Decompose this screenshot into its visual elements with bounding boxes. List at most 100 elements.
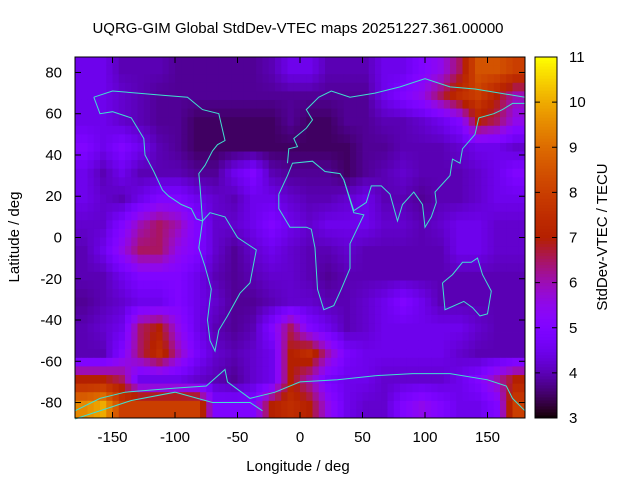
heatmap-cell xyxy=(187,91,195,101)
heatmap-cell xyxy=(325,91,332,101)
colorbar-segment xyxy=(535,375,557,380)
heatmap-cell xyxy=(118,91,126,101)
heatmap-cell xyxy=(318,289,326,299)
y-tick-label: 80 xyxy=(45,64,62,81)
heatmap-cell xyxy=(425,99,432,109)
heatmap-cell xyxy=(250,323,257,333)
heatmap-cell xyxy=(87,289,95,299)
heatmap-cell xyxy=(393,134,401,144)
y-tick-label: 40 xyxy=(45,147,62,164)
heatmap-cell xyxy=(456,409,463,419)
heatmap-cell xyxy=(300,168,307,178)
heatmap-cell xyxy=(293,151,301,161)
heatmap-cell xyxy=(275,74,282,84)
heatmap-cell xyxy=(175,340,182,350)
heatmap-cell xyxy=(162,134,170,144)
heatmap-cell xyxy=(162,366,170,376)
heatmap-cell xyxy=(93,314,101,324)
heatmap-cell xyxy=(181,74,188,84)
heatmap-cell xyxy=(143,211,151,221)
heatmap-cell xyxy=(462,99,470,109)
heatmap-cell xyxy=(518,349,526,359)
heatmap-cell xyxy=(475,160,482,170)
heatmap-cell xyxy=(431,125,438,135)
heatmap-cell xyxy=(500,314,507,324)
heatmap-cell xyxy=(156,357,163,367)
heatmap-cell xyxy=(368,194,376,204)
heatmap-cell xyxy=(468,185,476,195)
heatmap-cell xyxy=(318,357,326,367)
heatmap-cell xyxy=(243,254,251,264)
heatmap-cell xyxy=(475,177,482,187)
heatmap-cell xyxy=(256,271,263,281)
heatmap-cell xyxy=(343,142,351,152)
heatmap-cell xyxy=(168,409,176,419)
heatmap-cell xyxy=(268,375,276,385)
heatmap-cell xyxy=(431,194,438,204)
heatmap-cell xyxy=(368,323,376,333)
heatmap-cell xyxy=(125,392,132,402)
colorbar-segment xyxy=(535,120,557,124)
heatmap-cell xyxy=(306,168,313,178)
heatmap-cell xyxy=(225,246,232,256)
heatmap-cell xyxy=(268,194,276,204)
heatmap-cell xyxy=(306,332,313,342)
heatmap-cell xyxy=(350,254,357,264)
heatmap-cell xyxy=(206,375,213,385)
heatmap-cell xyxy=(75,392,82,402)
heatmap-cell xyxy=(218,228,226,238)
heatmap-cell xyxy=(87,211,95,221)
heatmap-cell xyxy=(275,168,282,178)
heatmap-cell xyxy=(100,125,107,135)
heatmap-cell xyxy=(431,91,438,101)
heatmap-cell xyxy=(150,246,157,256)
heatmap-cell xyxy=(368,349,376,359)
heatmap-cell xyxy=(250,168,257,178)
heatmap-cell xyxy=(300,228,307,238)
heatmap-cell xyxy=(206,142,213,152)
heatmap-cell xyxy=(231,383,238,393)
heatmap-cell xyxy=(118,185,126,195)
heatmap-cell xyxy=(106,306,113,316)
heatmap-cell xyxy=(443,332,451,342)
heatmap-cell xyxy=(518,211,526,221)
heatmap-cell xyxy=(75,220,82,230)
heatmap-cell xyxy=(375,306,382,316)
heatmap-cell xyxy=(331,392,338,402)
heatmap-cell xyxy=(331,289,338,299)
heatmap-cell xyxy=(343,289,351,299)
colorbar-segment xyxy=(535,324,557,329)
heatmap-cell xyxy=(231,280,238,290)
heatmap-cell xyxy=(106,357,113,367)
heatmap-cell xyxy=(418,194,426,204)
heatmap-cell xyxy=(387,108,395,118)
heatmap-cell xyxy=(268,228,276,238)
heatmap-cell xyxy=(193,82,201,92)
heatmap-cell xyxy=(312,297,320,307)
heatmap-cell xyxy=(437,289,445,299)
heatmap-cell xyxy=(156,400,163,410)
heatmap-cell xyxy=(331,57,338,66)
heatmap-cell xyxy=(325,237,332,247)
heatmap-cell xyxy=(81,185,88,195)
heatmap-cell xyxy=(418,409,426,419)
heatmap-cell xyxy=(425,246,432,256)
heatmap-cell xyxy=(400,289,407,299)
heatmap-cell xyxy=(87,254,95,264)
heatmap-cell xyxy=(425,228,432,238)
colorbar-tick-label: 4 xyxy=(569,365,577,382)
heatmap-cell xyxy=(87,340,95,350)
heatmap-cell xyxy=(250,349,257,359)
heatmap-cell xyxy=(387,211,395,221)
heatmap-cell xyxy=(156,366,163,376)
heatmap-cell xyxy=(262,400,270,410)
heatmap-cell xyxy=(337,168,345,178)
heatmap-cell xyxy=(325,203,332,213)
heatmap-cell xyxy=(500,409,507,419)
heatmap-cell xyxy=(100,349,107,359)
heatmap-cell xyxy=(437,99,445,109)
heatmap-cell xyxy=(356,108,363,118)
heatmap-cell xyxy=(406,151,413,161)
heatmap-cell xyxy=(237,246,245,256)
heatmap-cell xyxy=(512,65,520,75)
